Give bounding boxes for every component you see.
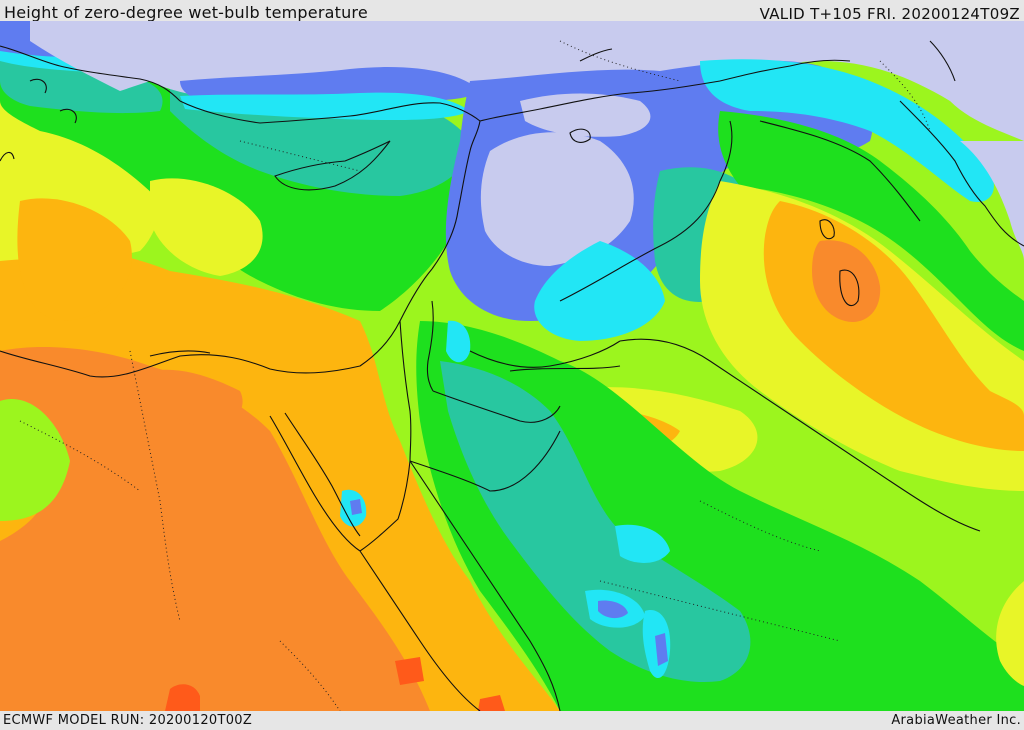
field-se-lime bbox=[760, 441, 1024, 621]
valid-time: VALID T+105 FRI. 20200124T09Z bbox=[759, 5, 1020, 23]
admin-boundaries bbox=[19, 40, 931, 711]
field-sinai-blue bbox=[350, 499, 362, 515]
model-run-label: ECMWF MODEL RUN: 20200120T00Z bbox=[3, 713, 253, 728]
field-arabia-cyan-1 bbox=[615, 524, 670, 563]
credit-label: ArabiaWeather Inc. bbox=[891, 713, 1021, 728]
field-syria-lavender bbox=[480, 132, 634, 266]
field-red-spot-2 bbox=[165, 684, 200, 711]
field-arabia-blue-1 bbox=[598, 600, 628, 619]
coastlines bbox=[0, 40, 1024, 711]
field-se-yellow bbox=[996, 581, 1024, 686]
field-east-darkorange bbox=[812, 240, 881, 322]
field-red-spot-1 bbox=[395, 657, 424, 685]
header-bar bbox=[0, 0, 1024, 21]
field-arabia-teal bbox=[440, 361, 751, 682]
field-north-green-band bbox=[718, 111, 1024, 351]
field-iraq-cyan bbox=[534, 241, 665, 341]
field-west-orange bbox=[17, 198, 132, 321]
field-west-lightgreen bbox=[0, 399, 70, 521]
field-gulf-grey bbox=[960, 141, 1024, 261]
map-title: Height of zero-degree wet-bulb temperatu… bbox=[4, 3, 368, 22]
field-egypt-dark2 bbox=[150, 369, 243, 427]
field-north-cyan-band bbox=[700, 59, 994, 202]
field-arabia-blue-2 bbox=[655, 633, 668, 666]
footer-bar bbox=[0, 711, 1024, 729]
field-jordan-cyan bbox=[446, 320, 471, 363]
weather-map bbox=[0, 21, 1024, 711]
field-coast-teal bbox=[0, 61, 163, 114]
field-anatolia-cyan bbox=[180, 92, 470, 121]
field-egypt-dark bbox=[0, 346, 430, 711]
field-red-spot-3 bbox=[478, 695, 505, 711]
field-med-yellow bbox=[150, 178, 263, 276]
field-syria-lavender2 bbox=[520, 93, 651, 137]
field-arabia-green bbox=[416, 321, 1024, 711]
